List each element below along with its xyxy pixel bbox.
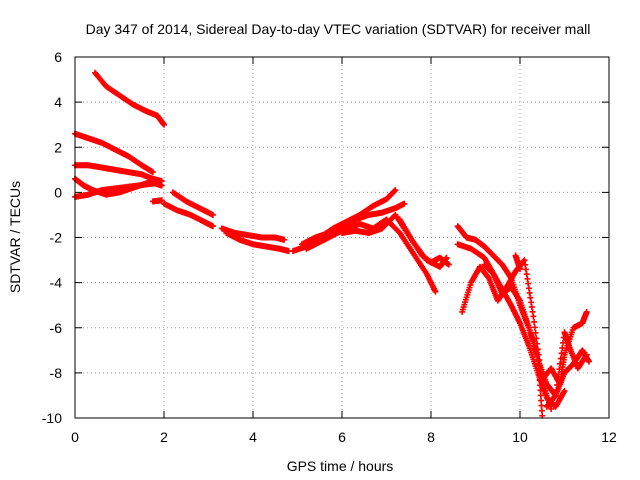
data-point bbox=[556, 366, 563, 373]
plot-frame bbox=[74, 56, 610, 419]
data-point bbox=[538, 402, 545, 409]
data-point bbox=[535, 356, 542, 363]
x-tick-label: 12 bbox=[601, 429, 617, 445]
data-point bbox=[281, 236, 288, 243]
y-axis-title: SDTVAR / TECUs bbox=[7, 181, 23, 293]
data-point bbox=[561, 387, 568, 394]
y-tick-label: -8 bbox=[50, 365, 63, 381]
data-point bbox=[432, 288, 439, 295]
x-tick-label: 6 bbox=[338, 429, 346, 445]
data-point bbox=[554, 376, 561, 383]
data-point bbox=[534, 351, 541, 358]
data-point bbox=[209, 211, 216, 218]
data-point bbox=[536, 372, 543, 379]
x-tick-label: 8 bbox=[427, 429, 435, 445]
series-arc-17 bbox=[454, 241, 568, 410]
data-point bbox=[557, 355, 564, 362]
data-point bbox=[548, 405, 555, 412]
series-arc-10 bbox=[223, 229, 292, 255]
series-arc-8 bbox=[161, 200, 216, 230]
data-point bbox=[553, 387, 560, 394]
data-point bbox=[392, 187, 399, 194]
series-arc-7 bbox=[169, 189, 216, 218]
data-point bbox=[537, 382, 544, 389]
y-tick-label: -6 bbox=[50, 320, 63, 336]
x-tick-label: 2 bbox=[160, 429, 168, 445]
chart-title: Day 347 of 2014, Sidereal Day-to-day VTE… bbox=[86, 21, 591, 37]
data-point bbox=[158, 182, 165, 189]
data-point bbox=[161, 121, 167, 128]
data-point bbox=[531, 318, 538, 325]
series-arc-22 bbox=[552, 329, 590, 399]
data-point bbox=[158, 197, 165, 204]
x-tick-label: 4 bbox=[249, 429, 257, 445]
data-point bbox=[149, 169, 156, 176]
data-point bbox=[552, 392, 559, 399]
axes: 0 2 4 6 8 10 12 6 4 2 0 -2 -4 -6 -8 -10 bbox=[42, 49, 617, 445]
x-axis-title: GPS time / hours bbox=[287, 458, 394, 474]
series-arc-15 bbox=[396, 216, 450, 270]
y-tick-label: 0 bbox=[54, 184, 62, 200]
data-point bbox=[445, 261, 452, 268]
y-tick-label: 6 bbox=[54, 49, 62, 65]
data-point bbox=[401, 200, 408, 207]
data-point bbox=[209, 223, 216, 230]
series-arc-18 bbox=[459, 257, 555, 412]
data-point bbox=[583, 351, 590, 358]
series-arc-2 bbox=[72, 130, 156, 176]
y-tick-label: 2 bbox=[54, 139, 62, 155]
data-point bbox=[535, 361, 542, 368]
data-point bbox=[537, 387, 544, 394]
series-arc-5 bbox=[72, 180, 165, 200]
data-point bbox=[557, 360, 564, 367]
data-point bbox=[585, 358, 592, 365]
data-points bbox=[72, 69, 592, 419]
y-tick-label: -2 bbox=[50, 230, 63, 246]
data-point bbox=[443, 254, 450, 261]
data-point bbox=[531, 324, 538, 331]
data-point bbox=[537, 392, 544, 399]
data-point bbox=[538, 397, 545, 404]
data-point bbox=[558, 350, 565, 357]
series-arc-1 bbox=[92, 69, 167, 128]
x-tick-label: 0 bbox=[71, 429, 79, 445]
data-point bbox=[538, 407, 545, 414]
data-point bbox=[535, 367, 542, 374]
data-point bbox=[559, 345, 566, 352]
data-point bbox=[555, 371, 562, 378]
y-tick-label: 4 bbox=[54, 94, 62, 110]
data-point bbox=[554, 381, 561, 388]
y-tick-label: -4 bbox=[50, 275, 63, 291]
data-point bbox=[530, 313, 537, 320]
y-tick-label: -10 bbox=[42, 410, 62, 426]
data-point bbox=[532, 329, 539, 336]
grid-lines bbox=[75, 57, 609, 418]
series-arc-6 bbox=[149, 197, 165, 205]
series-arc-23 bbox=[512, 252, 523, 273]
data-point bbox=[583, 308, 590, 315]
x-tick-label: 10 bbox=[512, 429, 528, 445]
data-point bbox=[517, 266, 523, 273]
series-arc-12 bbox=[298, 200, 408, 248]
